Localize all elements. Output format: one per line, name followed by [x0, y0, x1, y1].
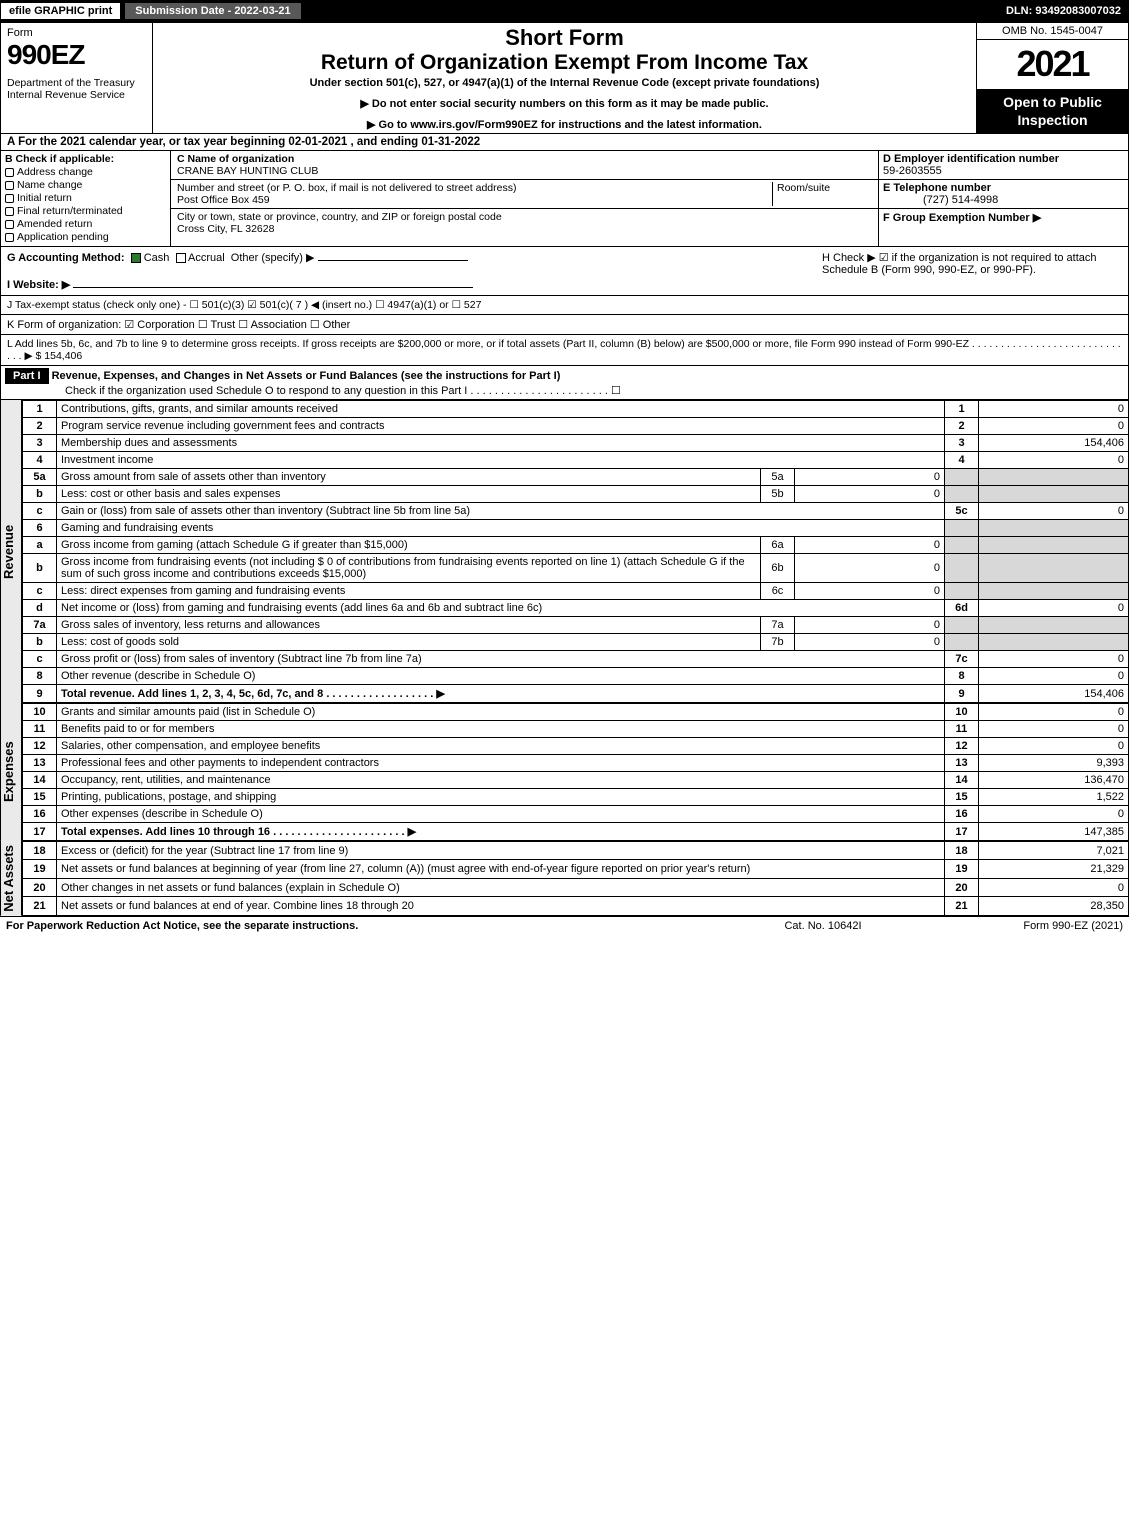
- cb-initial-return[interactable]: Initial return: [5, 192, 166, 204]
- cb-amended-return[interactable]: Amended return: [5, 218, 166, 230]
- section-d-e-f: D Employer identification number 59-2603…: [878, 151, 1128, 246]
- phone-value: (727) 514-4998: [883, 194, 998, 206]
- org-name: CRANE BAY HUNTING CLUB: [177, 165, 318, 177]
- page-footer: For Paperwork Reduction Act Notice, see …: [0, 916, 1129, 935]
- header-center: Short Form Return of Organization Exempt…: [153, 23, 976, 133]
- section-c: C Name of organization CRANE BAY HUNTING…: [171, 151, 878, 246]
- tax-year: 2021: [977, 40, 1128, 89]
- line-8: 8Other revenue (describe in Schedule O)8…: [23, 668, 1129, 685]
- revenue-side-label: Revenue: [0, 400, 22, 703]
- header-left: Form 990EZ Department of the Treasury In…: [1, 23, 153, 133]
- cb-application-pending[interactable]: Application pending: [5, 231, 166, 243]
- line-10: 10Grants and similar amounts paid (list …: [23, 704, 1129, 721]
- line-19: 19Net assets or fund balances at beginni…: [23, 860, 1129, 878]
- open-to-public: Open to Public Inspection: [977, 89, 1128, 133]
- footer-center: Cat. No. 10642I: [723, 920, 923, 932]
- netassets-side-label: Net Assets: [0, 841, 22, 916]
- section-a-tax-year: A For the 2021 calendar year, or tax yea…: [0, 134, 1129, 151]
- department-label: Department of the Treasury Internal Reve…: [7, 77, 146, 101]
- line-5c: cGain or (loss) from sale of assets othe…: [23, 503, 1129, 520]
- line-7b: bLess: cost of goods sold7b0: [23, 634, 1129, 651]
- street-value: Post Office Box 459: [177, 194, 270, 206]
- line-9: 9Total revenue. Add lines 1, 2, 3, 4, 5c…: [23, 685, 1129, 703]
- section-h: H Check ▶ ☑ if the organization is not r…: [822, 251, 1122, 291]
- info-block: B Check if applicable: Address change Na…: [0, 151, 1129, 247]
- line-2: 2Program service revenue including gover…: [23, 418, 1129, 435]
- section-b: B Check if applicable: Address change Na…: [1, 151, 171, 246]
- line-6c: cLess: direct expenses from gaming and f…: [23, 583, 1129, 600]
- line-6a: aGross income from gaming (attach Schedu…: [23, 537, 1129, 554]
- cb-address-change[interactable]: Address change: [5, 166, 166, 178]
- e-label: E Telephone number: [883, 182, 991, 194]
- part1-badge: Part I: [5, 368, 49, 384]
- room-label: Room/suite: [777, 182, 830, 194]
- line-18: 18Excess or (deficit) for the year (Subt…: [23, 842, 1129, 860]
- f-label: F Group Exemption Number ▶: [883, 212, 1041, 224]
- line-5a: 5aGross amount from sale of assets other…: [23, 469, 1129, 486]
- line-15: 15Printing, publications, postage, and s…: [23, 789, 1129, 806]
- form-header: Form 990EZ Department of the Treasury In…: [0, 22, 1129, 134]
- line-5b: bLess: cost or other basis and sales exp…: [23, 486, 1129, 503]
- section-i: I Website: ▶: [7, 278, 822, 291]
- under-section: Under section 501(c), 527, or 4947(a)(1)…: [157, 77, 972, 89]
- line-13: 13Professional fees and other payments t…: [23, 755, 1129, 772]
- expenses-side-label: Expenses: [0, 703, 22, 841]
- c-label: C Name of organization: [177, 153, 294, 165]
- section-k: K Form of organization: ☑ Corporation ☐ …: [0, 315, 1129, 335]
- top-bar: efile GRAPHIC print Submission Date - 20…: [0, 0, 1129, 22]
- line-16: 16Other expenses (describe in Schedule O…: [23, 806, 1129, 823]
- form-number: 990EZ: [7, 39, 146, 71]
- line-6: 6Gaming and fundraising events: [23, 520, 1129, 537]
- header-right: OMB No. 1545-0047 2021 Open to Public In…: [976, 23, 1128, 133]
- line-6b: bGross income from fundraising events (n…: [23, 554, 1129, 583]
- form-title: Return of Organization Exempt From Incom…: [157, 51, 972, 75]
- footer-left: For Paperwork Reduction Act Notice, see …: [6, 920, 723, 932]
- section-j: J Tax-exempt status (check only one) - ☐…: [0, 296, 1129, 315]
- ein-value: 59-2603555: [883, 165, 942, 177]
- goto-notice: ▶ Go to www.irs.gov/Form990EZ for instru…: [157, 118, 972, 131]
- net-assets-section: Net Assets 18Excess or (deficit) for the…: [0, 841, 1129, 916]
- section-b-header: B Check if applicable:: [5, 153, 166, 165]
- cb-cash-checked[interactable]: [131, 253, 141, 263]
- city-value: Cross City, FL 32628: [177, 223, 274, 235]
- street-label: Number and street (or P. O. box, if mail…: [177, 182, 516, 194]
- line-12: 12Salaries, other compensation, and empl…: [23, 738, 1129, 755]
- cb-final-return[interactable]: Final return/terminated: [5, 205, 166, 217]
- d-label: D Employer identification number: [883, 153, 1059, 165]
- line-11: 11Benefits paid to or for members110: [23, 721, 1129, 738]
- line-7c: cGross profit or (loss) from sales of in…: [23, 651, 1129, 668]
- short-form-title: Short Form: [157, 25, 972, 51]
- line-3: 3Membership dues and assessments3154,406: [23, 435, 1129, 452]
- cb-name-change[interactable]: Name change: [5, 179, 166, 191]
- line-4: 4Investment income40: [23, 452, 1129, 469]
- part1-title: Revenue, Expenses, and Changes in Net As…: [52, 370, 561, 382]
- expenses-section: Expenses 10Grants and similar amounts pa…: [0, 703, 1129, 841]
- ssn-notice: ▶ Do not enter social security numbers o…: [157, 97, 972, 110]
- line-21: 21Net assets or fund balances at end of …: [23, 897, 1129, 915]
- revenue-section: Revenue 1Contributions, gifts, grants, a…: [0, 400, 1129, 703]
- line-7a: 7aGross sales of inventory, less returns…: [23, 617, 1129, 634]
- section-g: G Accounting Method: Cash Accrual Other …: [7, 251, 822, 264]
- part1-check-note: Check if the organization used Schedule …: [5, 385, 621, 397]
- efile-print-button[interactable]: efile GRAPHIC print: [0, 2, 121, 20]
- part1-header-row: Part I Revenue, Expenses, and Changes in…: [0, 366, 1129, 400]
- section-g-h-i: G Accounting Method: Cash Accrual Other …: [0, 247, 1129, 296]
- footer-right: Form 990-EZ (2021): [923, 920, 1123, 932]
- line-20: 20Other changes in net assets or fund ba…: [23, 878, 1129, 896]
- submission-date-label: Submission Date - 2022-03-21: [125, 3, 300, 19]
- line-1: 1Contributions, gifts, grants, and simil…: [23, 401, 1129, 418]
- line-6d: dNet income or (loss) from gaming and fu…: [23, 600, 1129, 617]
- dln-label: DLN: 93492083007032: [998, 3, 1129, 19]
- form-label: Form: [7, 27, 146, 39]
- line-17: 17Total expenses. Add lines 10 through 1…: [23, 823, 1129, 841]
- omb-number: OMB No. 1545-0047: [977, 23, 1128, 40]
- city-label: City or town, state or province, country…: [177, 211, 502, 223]
- section-l: L Add lines 5b, 6c, and 7b to line 9 to …: [0, 335, 1129, 366]
- line-14: 14Occupancy, rent, utilities, and mainte…: [23, 772, 1129, 789]
- cb-accrual[interactable]: [176, 253, 186, 263]
